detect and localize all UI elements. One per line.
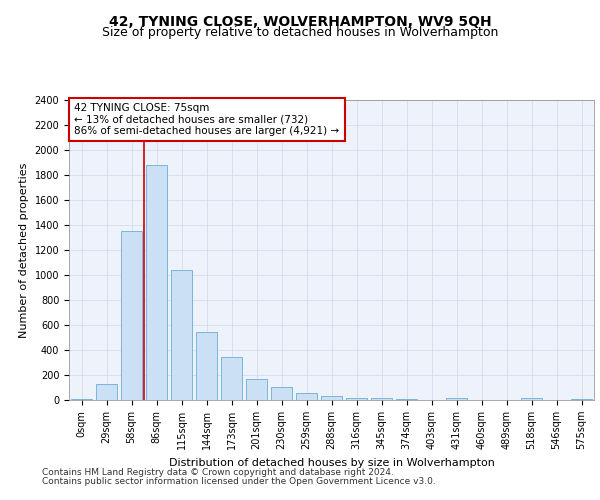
- Bar: [396, 398, 417, 400]
- Bar: [246, 379, 267, 400]
- Bar: [121, 231, 142, 400]
- Text: Contains public sector information licensed under the Open Government Licence v3: Contains public sector information licen…: [42, 476, 436, 486]
- Bar: [171, 270, 192, 400]
- Bar: [371, 398, 392, 400]
- Bar: [96, 384, 117, 400]
- Bar: [221, 357, 242, 400]
- Bar: [146, 165, 167, 400]
- Bar: [346, 398, 367, 400]
- Bar: [446, 398, 467, 400]
- Text: 42 TYNING CLOSE: 75sqm
← 13% of detached houses are smaller (732)
86% of semi-de: 42 TYNING CLOSE: 75sqm ← 13% of detached…: [74, 103, 340, 136]
- Bar: [571, 399, 592, 400]
- Bar: [321, 396, 342, 400]
- Text: Contains HM Land Registry data © Crown copyright and database right 2024.: Contains HM Land Registry data © Crown c…: [42, 468, 394, 477]
- Text: Size of property relative to detached houses in Wolverhampton: Size of property relative to detached ho…: [102, 26, 498, 39]
- Bar: [521, 398, 542, 400]
- Y-axis label: Number of detached properties: Number of detached properties: [19, 162, 29, 338]
- X-axis label: Distribution of detached houses by size in Wolverhampton: Distribution of detached houses by size …: [169, 458, 494, 468]
- Text: 42, TYNING CLOSE, WOLVERHAMPTON, WV9 5QH: 42, TYNING CLOSE, WOLVERHAMPTON, WV9 5QH: [109, 16, 491, 30]
- Bar: [271, 387, 292, 400]
- Bar: [196, 332, 217, 400]
- Bar: [71, 399, 92, 400]
- Bar: [296, 393, 317, 400]
